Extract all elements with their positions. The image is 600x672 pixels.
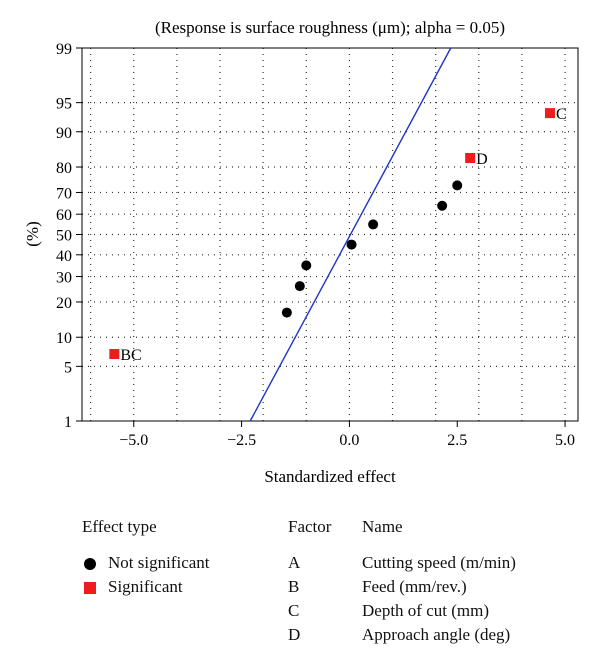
y-tick-label: 50 [56,228,72,245]
circle-marker-icon [84,558,96,571]
point-label: BC [120,347,141,364]
plot-frame [81,47,579,422]
data-points: BC D C [109,106,567,364]
y-tick-label: 80 [56,160,72,177]
y-tick-label: 10 [56,330,72,347]
not-significant-point [346,239,357,250]
y-tick-label: 5 [64,359,72,376]
y-axis-label: (%) [23,221,42,246]
factor-row: C Depth of cut (mm) [288,599,516,623]
factor-name: Depth of cut (mm) [362,601,489,620]
chart-title: (Response is surface roughness (μm); alp… [155,18,505,37]
y-tick-label: 95 [56,96,72,113]
factor-key: A [288,553,301,572]
y-tick-label: 60 [56,207,72,224]
factor-row: D Approach angle (deg) [288,623,516,647]
effect-type-header: Effect type [82,517,157,536]
effect-type-legend: Effect type Not significant Significant [82,517,210,599]
factor-name: Approach angle (deg) [362,625,511,644]
factor-row: A Cutting speed (m/min) [288,551,516,575]
grid [82,48,578,421]
x-axis: −5.0 −2.5 0.0 2.5 5.0 [119,421,575,449]
legend-label-significant: Significant [108,577,183,596]
significant-point [465,153,476,164]
y-tick-label: 70 [56,185,72,202]
factor-key: C [288,601,300,620]
x-tick-label: −2.5 [227,432,256,449]
x-tick-label: 0.0 [339,432,359,449]
name-header: Name [362,517,403,536]
y-axis: 1 5 10 20 30 40 50 60 70 80 90 95 99 [56,41,82,431]
factor-key: D [288,625,301,644]
normal-probability-plot: (Response is surface roughness (μm); alp… [23,18,579,486]
y-tick-label: 20 [56,295,72,312]
x-tick-label: −5.0 [119,432,148,449]
not-significant-point [437,200,448,211]
y-tick-label: 99 [56,41,72,58]
x-axis-label: Standardized effect [264,467,396,486]
not-significant-point [301,260,312,271]
factor-name: Feed (mm/rev.) [362,577,467,596]
y-tick-label: 1 [64,414,72,431]
square-marker-icon [84,582,96,595]
factor-header: Factor [288,517,332,536]
factor-table: Factor Name A Cutting speed (m/min) B Feed … [288,517,516,647]
legend-label-not-significant: Not significant [108,553,210,572]
y-tick-label: 30 [56,270,72,287]
point-label: D [476,151,488,168]
factor-name: Cutting speed (m/min) [362,553,516,572]
x-tick-label: 5.0 [555,432,575,449]
factor-row: B Feed (mm/rev.) [288,575,516,599]
legend-item-significant: Significant [82,575,210,599]
legend-item-not-significant: Not significant [82,551,210,575]
significant-point [109,349,120,360]
reference-line [249,47,452,422]
y-tick-label: 90 [56,125,72,142]
x-tick-label: 2.5 [447,432,467,449]
not-significant-point [294,281,305,292]
not-significant-point [452,180,463,191]
point-label: C [556,106,567,123]
y-tick-label: 40 [56,248,72,265]
not-significant-point [368,219,379,230]
factor-key: B [288,577,300,596]
significant-point [544,108,555,119]
factor-table-header: Factor Name [288,517,516,537]
not-significant-point [281,307,292,318]
